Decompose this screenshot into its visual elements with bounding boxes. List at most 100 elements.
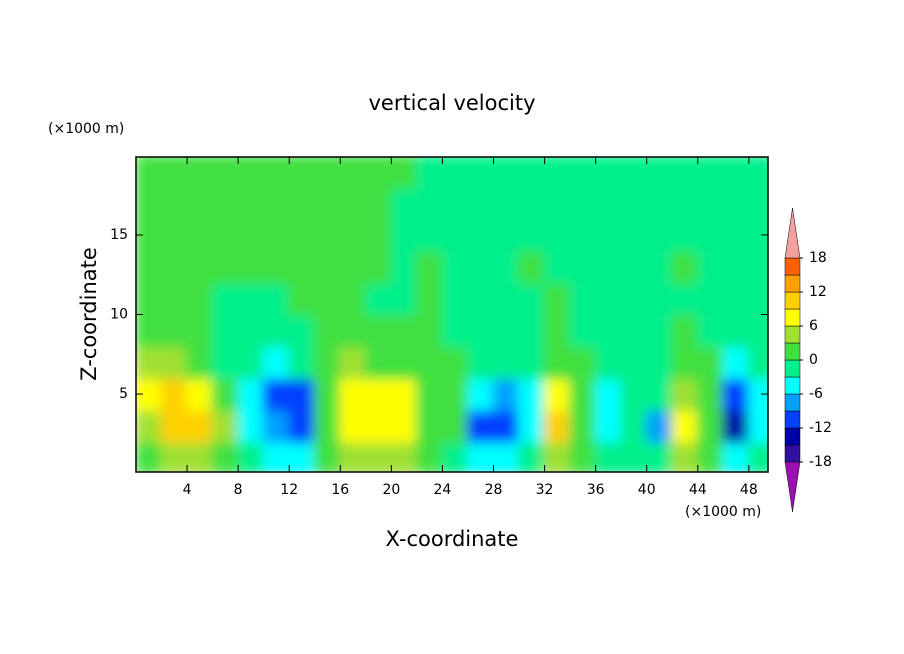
colorbar-segment bbox=[784, 342, 801, 361]
y-axis-label: Z-coordinate bbox=[77, 247, 101, 381]
field-cell bbox=[262, 313, 291, 348]
field-cell bbox=[543, 377, 572, 411]
field-cell bbox=[339, 408, 367, 443]
field-cell bbox=[262, 186, 291, 221]
field-cell bbox=[543, 218, 572, 252]
field-cell bbox=[518, 157, 546, 189]
field-cell bbox=[645, 313, 674, 348]
x-tick-label: 36 bbox=[587, 482, 605, 498]
field-cell bbox=[364, 157, 393, 189]
field-cell bbox=[569, 408, 597, 443]
field-cell bbox=[492, 345, 521, 380]
x-tick-label: 40 bbox=[638, 482, 656, 498]
field-cell bbox=[441, 218, 469, 252]
field-cell bbox=[671, 186, 699, 221]
field-cell bbox=[237, 157, 265, 189]
field-cell bbox=[136, 345, 163, 380]
field-cell bbox=[390, 345, 418, 380]
field-cell bbox=[518, 408, 546, 443]
field-cell bbox=[364, 218, 393, 252]
field-cell bbox=[415, 440, 444, 472]
field-cell bbox=[543, 157, 572, 189]
field-cell bbox=[569, 345, 597, 380]
field-cell bbox=[288, 408, 316, 443]
field-cell bbox=[237, 313, 265, 348]
field-cell bbox=[722, 377, 750, 411]
field-cell bbox=[569, 186, 597, 221]
field-cell bbox=[671, 281, 699, 316]
field-cell bbox=[186, 345, 214, 380]
field-cell bbox=[136, 408, 163, 443]
field-cell bbox=[160, 157, 189, 189]
field-cell bbox=[262, 218, 291, 252]
field-cell bbox=[211, 218, 240, 252]
colorbar-under bbox=[784, 461, 801, 513]
colorbar-tick-label: 12 bbox=[809, 284, 827, 300]
colorbar-segment bbox=[784, 393, 801, 412]
colorbar-segment bbox=[784, 274, 801, 293]
colorbar-tick-label: 6 bbox=[809, 318, 818, 334]
field-cell bbox=[492, 157, 521, 189]
field-cell bbox=[441, 440, 469, 472]
field-cell bbox=[747, 313, 768, 348]
field-cell bbox=[747, 345, 768, 380]
field-cell bbox=[441, 157, 469, 189]
field-cell bbox=[262, 440, 291, 472]
field-cell bbox=[645, 377, 674, 411]
field-cell bbox=[390, 313, 418, 348]
field-cell bbox=[696, 218, 725, 252]
field-cell bbox=[237, 281, 265, 316]
colorbar-segment bbox=[784, 257, 801, 276]
field-cell bbox=[620, 218, 648, 252]
field-cell bbox=[160, 408, 189, 443]
field-cell bbox=[136, 281, 163, 316]
field-cell bbox=[594, 440, 623, 472]
field-cell bbox=[645, 186, 674, 221]
field-cell bbox=[441, 345, 469, 380]
field-cell bbox=[211, 440, 240, 472]
field-cell bbox=[696, 440, 725, 472]
field-cell bbox=[722, 157, 750, 189]
field-cell bbox=[696, 249, 725, 284]
field-cell bbox=[160, 218, 189, 252]
field-cell bbox=[594, 345, 623, 380]
field-cell bbox=[543, 440, 572, 472]
field-cell bbox=[466, 157, 495, 189]
field-cell bbox=[594, 186, 623, 221]
field-cell bbox=[186, 377, 214, 411]
field-cell bbox=[160, 377, 189, 411]
field-cell bbox=[492, 281, 521, 316]
field-cell bbox=[747, 218, 768, 252]
colorbar-tick-label: 0 bbox=[809, 352, 818, 368]
field-cell bbox=[492, 218, 521, 252]
y-tick-label: 5 bbox=[119, 386, 128, 402]
field-cell bbox=[415, 345, 444, 380]
field-cell bbox=[620, 345, 648, 380]
field-cell bbox=[237, 345, 265, 380]
colorbar-segment bbox=[784, 359, 801, 378]
field-cell bbox=[288, 281, 316, 316]
field-cell bbox=[492, 377, 521, 411]
field-cell bbox=[671, 440, 699, 472]
field-cell bbox=[364, 249, 393, 284]
field-cell bbox=[313, 218, 342, 252]
field-cell bbox=[569, 440, 597, 472]
field-cell bbox=[313, 157, 342, 189]
field-cell bbox=[211, 249, 240, 284]
field-cell bbox=[518, 249, 546, 284]
field-cell bbox=[339, 249, 367, 284]
field-cell bbox=[339, 345, 367, 380]
field-cell bbox=[492, 186, 521, 221]
field-cell bbox=[262, 377, 291, 411]
field-cell bbox=[390, 440, 418, 472]
field-cell bbox=[696, 313, 725, 348]
colorbar-tick-label: -12 bbox=[809, 420, 832, 436]
colorbar-segment bbox=[784, 427, 801, 446]
field-cell bbox=[492, 408, 521, 443]
y-tick-label: 10 bbox=[110, 307, 128, 323]
field-cell bbox=[696, 186, 725, 221]
field-cell bbox=[364, 281, 393, 316]
field-cell bbox=[288, 218, 316, 252]
field-cell bbox=[492, 249, 521, 284]
x-unit: (×1000 m) bbox=[685, 504, 761, 520]
